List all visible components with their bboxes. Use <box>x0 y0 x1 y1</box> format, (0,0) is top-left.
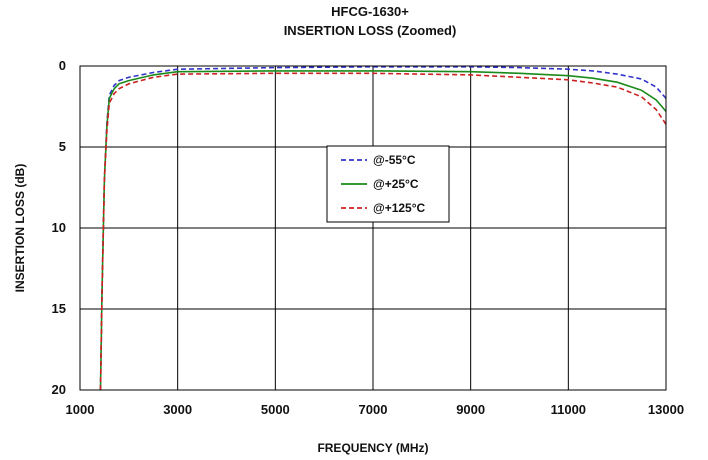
x-tick-label: 11000 <box>551 402 586 417</box>
chart-subtitle: INSERTION LOSS (Zoomed) <box>283 23 457 38</box>
x-axis-label: FREQUENCY (MHz) <box>317 441 428 455</box>
legend-label: @+25°C <box>373 177 419 191</box>
legend-label: @+125°C <box>373 201 426 215</box>
series-line-2 <box>99 70 667 391</box>
y-tick-label: 10 <box>52 220 66 235</box>
x-tick-label: 9000 <box>456 402 485 417</box>
y-tick-label: 5 <box>59 139 66 154</box>
x-tick-label: 3000 <box>163 402 192 417</box>
plot-frame <box>79 65 667 391</box>
x-tick-label: 1000 <box>66 402 95 417</box>
series-line-1 <box>99 66 667 391</box>
x-tick-label: 7000 <box>359 402 388 417</box>
legend: @-55°C @+25°C @+125°C <box>326 145 450 223</box>
y-axis-label: INSERTION LOSS (dB) <box>13 164 27 293</box>
grid <box>79 65 667 391</box>
y-tick-labels: 0 5 10 15 20 <box>52 58 66 397</box>
y-tick-label: 0 <box>59 58 66 73</box>
chart-title: HFCG-1630+ <box>331 4 409 19</box>
y-tick-label: 15 <box>52 301 66 316</box>
x-tick-label: 13000 <box>648 402 684 417</box>
x-tick-label: 5000 <box>261 402 290 417</box>
x-tick-labels: 1000 3000 5000 7000 9000 11000 13000 <box>66 402 685 417</box>
legend-label: @-55°C <box>373 153 416 167</box>
series-layer <box>99 66 667 391</box>
series-line-3 <box>99 72 667 391</box>
y-tick-label: 20 <box>52 382 66 397</box>
